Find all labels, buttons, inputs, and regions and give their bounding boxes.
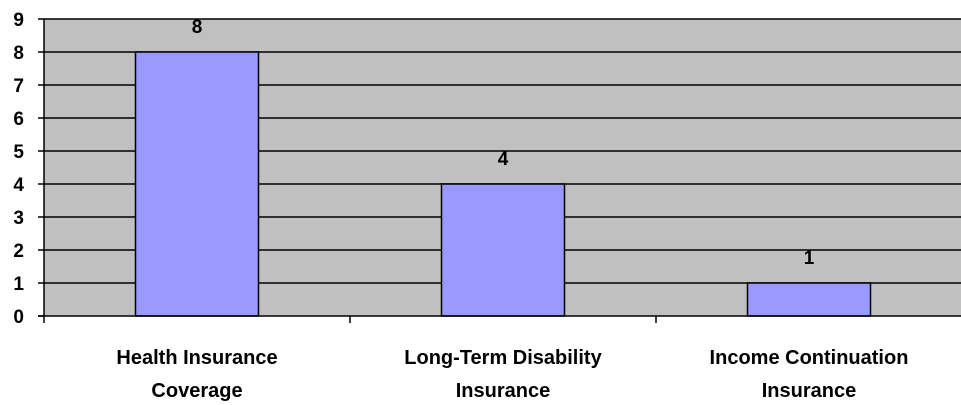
y-tick-label: 0 [13, 307, 24, 328]
category-label: Long-Term Disability [404, 347, 602, 369]
y-tick-label: 4 [13, 175, 24, 196]
category-label: Insurance [762, 380, 856, 402]
data-label: 4 [498, 149, 509, 170]
y-tick-label: 6 [13, 109, 24, 130]
bars [134, 51, 872, 317]
x-axis [38, 315, 961, 323]
bar [134, 51, 260, 317]
bar [440, 183, 566, 317]
data-labels: 8 4 1 [192, 17, 815, 269]
y-tick-label: 9 [13, 10, 24, 31]
category-labels: Health Insurance Coverage Long-Term Disabi… [116, 347, 908, 402]
y-tick-label: 8 [13, 43, 24, 64]
y-tick-label: 7 [13, 76, 24, 97]
data-label: 1 [804, 248, 815, 269]
y-tick-label: 1 [13, 274, 24, 295]
bar [746, 282, 872, 317]
y-axis: 0 1 2 3 4 5 6 7 8 9 [13, 10, 45, 328]
category-label: Health Insurance [116, 347, 277, 369]
category-label: Insurance [456, 380, 550, 402]
data-label: 8 [192, 17, 203, 38]
y-tick-label: 5 [13, 142, 24, 163]
category-label: Coverage [151, 380, 242, 402]
y-tick-label: 3 [13, 208, 24, 229]
y-tick-label: 2 [13, 241, 24, 262]
category-label: Income Continuation [710, 347, 909, 369]
